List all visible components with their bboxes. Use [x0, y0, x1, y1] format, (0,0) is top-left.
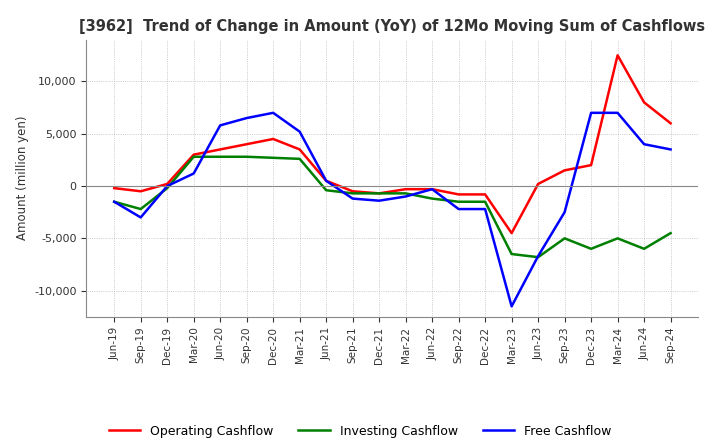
Free Cashflow: [666, 147, 675, 152]
Line: Investing Cashflow: Investing Cashflow: [114, 157, 670, 257]
Investing Cashflow: [322, 187, 330, 193]
Legend: Operating Cashflow, Investing Cashflow, Free Cashflow: Operating Cashflow, Investing Cashflow, …: [104, 420, 616, 440]
Operating Cashflow: [401, 187, 410, 192]
Operating Cashflow: [216, 147, 225, 152]
Operating Cashflow: [428, 187, 436, 192]
Operating Cashflow: [640, 100, 649, 105]
Free Cashflow: [481, 206, 490, 212]
Free Cashflow: [454, 206, 463, 212]
Investing Cashflow: [481, 199, 490, 204]
Free Cashflow: [295, 129, 304, 134]
Operating Cashflow: [110, 186, 119, 191]
Line: Free Cashflow: Free Cashflow: [114, 113, 670, 306]
Investing Cashflow: [428, 196, 436, 201]
Operating Cashflow: [243, 142, 251, 147]
Investing Cashflow: [587, 246, 595, 251]
Investing Cashflow: [534, 254, 542, 260]
Free Cashflow: [136, 215, 145, 220]
Free Cashflow: [163, 183, 171, 189]
Investing Cashflow: [136, 206, 145, 212]
Free Cashflow: [216, 123, 225, 128]
Free Cashflow: [269, 110, 277, 115]
Operating Cashflow: [375, 191, 384, 196]
Operating Cashflow: [136, 189, 145, 194]
Free Cashflow: [189, 171, 198, 176]
Operating Cashflow: [189, 152, 198, 158]
Investing Cashflow: [560, 236, 569, 241]
Investing Cashflow: [110, 199, 119, 204]
Operating Cashflow: [508, 231, 516, 236]
Investing Cashflow: [269, 155, 277, 161]
Operating Cashflow: [348, 189, 357, 194]
Free Cashflow: [508, 304, 516, 309]
Free Cashflow: [587, 110, 595, 115]
Line: Operating Cashflow: Operating Cashflow: [114, 55, 670, 233]
Free Cashflow: [534, 253, 542, 259]
Operating Cashflow: [534, 181, 542, 187]
Operating Cashflow: [454, 192, 463, 197]
Investing Cashflow: [508, 251, 516, 257]
Operating Cashflow: [666, 121, 675, 126]
Y-axis label: Amount (million yen): Amount (million yen): [16, 116, 29, 240]
Investing Cashflow: [666, 231, 675, 236]
Operating Cashflow: [295, 147, 304, 152]
Investing Cashflow: [454, 199, 463, 204]
Operating Cashflow: [269, 136, 277, 142]
Operating Cashflow: [322, 178, 330, 183]
Investing Cashflow: [163, 186, 171, 191]
Free Cashflow: [613, 110, 622, 115]
Investing Cashflow: [189, 154, 198, 159]
Free Cashflow: [375, 198, 384, 203]
Operating Cashflow: [481, 192, 490, 197]
Free Cashflow: [110, 199, 119, 204]
Free Cashflow: [428, 187, 436, 192]
Operating Cashflow: [587, 162, 595, 168]
Investing Cashflow: [216, 154, 225, 159]
Free Cashflow: [560, 209, 569, 215]
Investing Cashflow: [295, 156, 304, 161]
Investing Cashflow: [375, 191, 384, 196]
Operating Cashflow: [560, 168, 569, 173]
Free Cashflow: [348, 196, 357, 201]
Investing Cashflow: [640, 246, 649, 251]
Investing Cashflow: [401, 191, 410, 196]
Free Cashflow: [640, 142, 649, 147]
Free Cashflow: [401, 194, 410, 199]
Investing Cashflow: [348, 191, 357, 196]
Operating Cashflow: [163, 181, 171, 187]
Operating Cashflow: [613, 53, 622, 58]
Free Cashflow: [243, 115, 251, 121]
Free Cashflow: [322, 178, 330, 183]
Investing Cashflow: [613, 236, 622, 241]
Title: [3962]  Trend of Change in Amount (YoY) of 12Mo Moving Sum of Cashflows: [3962] Trend of Change in Amount (YoY) o…: [79, 19, 706, 34]
Investing Cashflow: [243, 154, 251, 159]
